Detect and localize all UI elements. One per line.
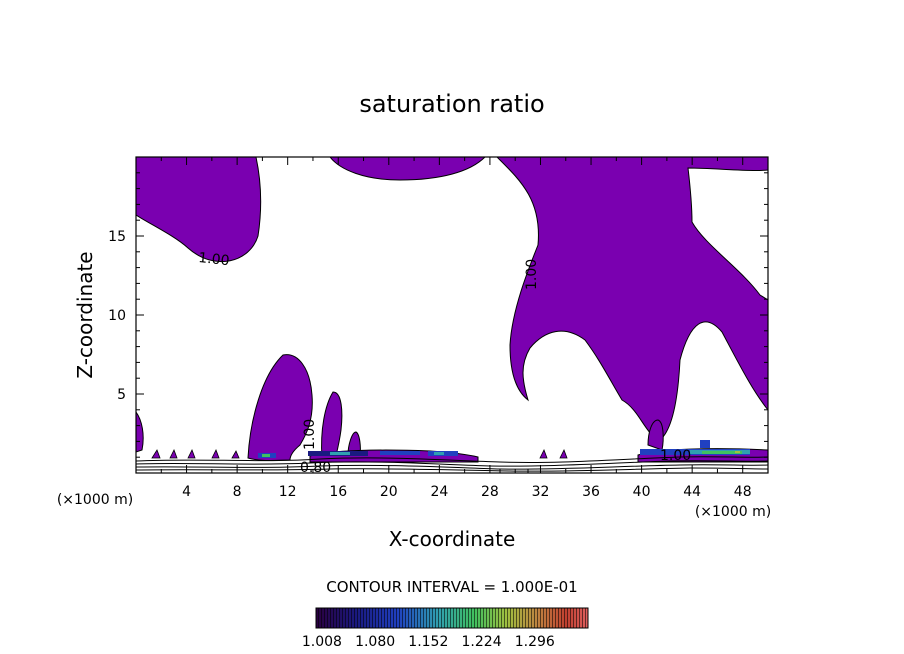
x-tick-label: 16: [329, 484, 347, 500]
x-tick-label: 40: [633, 484, 651, 500]
fill-region-right-plume: [496, 157, 768, 441]
x-tick-label: 48: [734, 484, 752, 500]
contour-interval-text: CONTOUR INTERVAL = 1.000E-01: [326, 578, 577, 596]
y-tick-label: 10: [108, 308, 126, 324]
contour-label-right: 1.00: [660, 448, 691, 464]
fill-region-top-left: [136, 157, 262, 263]
x-tick-label: 24: [430, 484, 448, 500]
colorbar-labels: 1.008 1.080 1.152 1.224 1.296: [302, 634, 555, 650]
colorbar-label: 1.080: [355, 634, 395, 650]
y-axis-label: Z-coordinate: [73, 251, 97, 378]
contour-line: [136, 460, 768, 467]
contour-label-column: 1.00: [302, 419, 318, 450]
contour-line: [136, 467, 768, 472]
contour-line: [136, 464, 768, 470]
colored-cells: [258, 440, 750, 458]
colorbar-ticks: [316, 608, 588, 628]
x-axis-ticks: 4 8 12 16 20 24 28 32 36 40 44 48: [135, 157, 769, 500]
chart-title: saturation ratio: [359, 90, 544, 118]
x-tick-label: 20: [380, 484, 398, 500]
contour-label-center: 1.00: [524, 259, 540, 290]
contour-label-low: 0.80: [300, 460, 331, 476]
x-axis-unit-right: (×1000 m): [695, 504, 771, 520]
tiny-spikes: [151, 449, 568, 459]
contour-line: [136, 456, 768, 463]
contour-line: [499, 469, 529, 473]
fill-region-right-bump: [647, 419, 664, 451]
colorbar: 1.008 1.080 1.152 1.224 1.296: [302, 607, 589, 650]
contour-fill: [136, 157, 768, 463]
colorbar-label: 1.152: [408, 634, 448, 650]
colorbar-label: 1.296: [515, 634, 555, 650]
x-tick-label: 8: [233, 484, 242, 500]
x-axis-unit-left: (×1000 m): [57, 492, 133, 508]
colorbar-label: 1.008: [302, 634, 342, 650]
x-axis-label: X-coordinate: [389, 527, 516, 551]
colorbar-label: 1.224: [462, 634, 502, 650]
colorbar-frame: [315, 607, 589, 629]
y-tick-label: 15: [108, 229, 126, 245]
y-axis-ticks: 5 10 15: [108, 156, 768, 474]
x-tick-label: 4: [182, 484, 191, 500]
x-tick-label: 44: [683, 484, 701, 500]
contour-lines: [136, 456, 768, 473]
contour-labels: 1.00 1.00 1.00 0.80 1.00: [198, 250, 692, 476]
contour-label-upper-left: 1.00: [198, 250, 231, 269]
x-tick-label: 28: [481, 484, 499, 500]
x-tick-label: 32: [532, 484, 550, 500]
fill-region-small-column: [321, 391, 343, 461]
fill-region-top-center: [329, 157, 486, 181]
fill-region-left-edge: [136, 411, 144, 453]
x-tick-label: 12: [279, 484, 297, 500]
y-tick-label: 5: [117, 387, 126, 403]
plot-area: [136, 157, 768, 473]
x-tick-label: 36: [582, 484, 600, 500]
